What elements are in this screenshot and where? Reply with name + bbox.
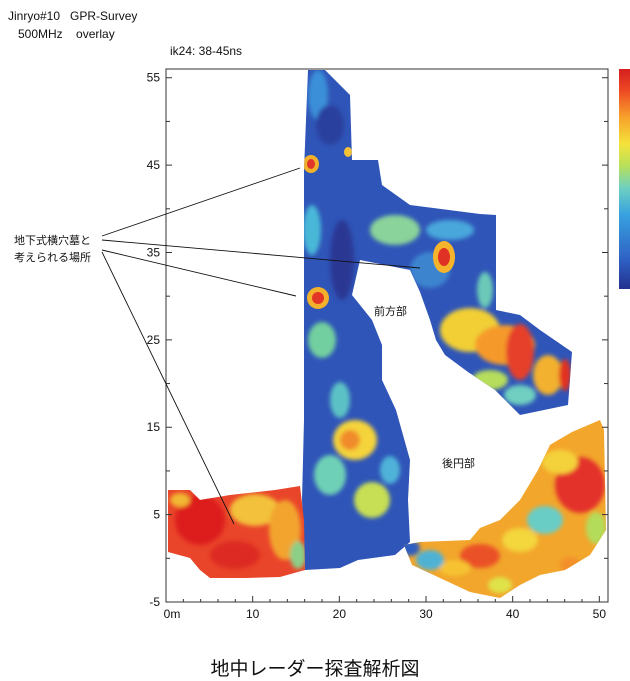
x-axis: 0m 10 20 30 40 50 (164, 596, 607, 621)
leader-line-3 (101, 249, 297, 297)
leader-line-2 (101, 239, 421, 269)
rear-part-label: 後円部 (442, 456, 475, 470)
left-edge-scan-area (168, 486, 305, 578)
figure-caption: 地中レーダー探査解析図 (210, 659, 420, 680)
y-tick-label: -5 (149, 595, 160, 609)
x-tick-label: 40 (506, 607, 520, 621)
y-tick-label: 25 (147, 333, 161, 347)
anomaly-label-line2: 考えられる場所 (14, 251, 91, 264)
x-tick-label: 10 (246, 607, 260, 621)
plot-frame (165, 68, 609, 603)
y-tick-label: 35 (147, 245, 161, 259)
survey-depth-label: ik24: 38-45ns (170, 44, 243, 58)
y-axis: 55 45 35 25 15 5 -5 (147, 71, 608, 609)
front-part-label: 前方部 (374, 304, 407, 318)
leader-line-1 (101, 167, 301, 237)
y-tick-label: 15 (147, 420, 161, 434)
header-frequency: 500MHz overlay (18, 27, 115, 41)
anomaly-label-line1: 地下式横穴墓と (14, 233, 91, 247)
rear-part-scan-area (404, 420, 606, 598)
header-title: Jinryo#10 GPR-Survey (8, 9, 138, 23)
x-tick-label: 20 (333, 607, 347, 621)
x-tick-label: 30 (419, 607, 433, 621)
x-tick-label: 0m (164, 607, 181, 621)
x-tick-label: 50 (593, 607, 607, 621)
y-tick-label: 45 (147, 158, 161, 172)
y-tick-label: 55 (147, 71, 161, 85)
colorbar (619, 69, 630, 289)
leader-line-4 (101, 251, 235, 525)
y-tick-label: 5 (153, 508, 160, 522)
anomaly-leader-lines (101, 167, 421, 525)
